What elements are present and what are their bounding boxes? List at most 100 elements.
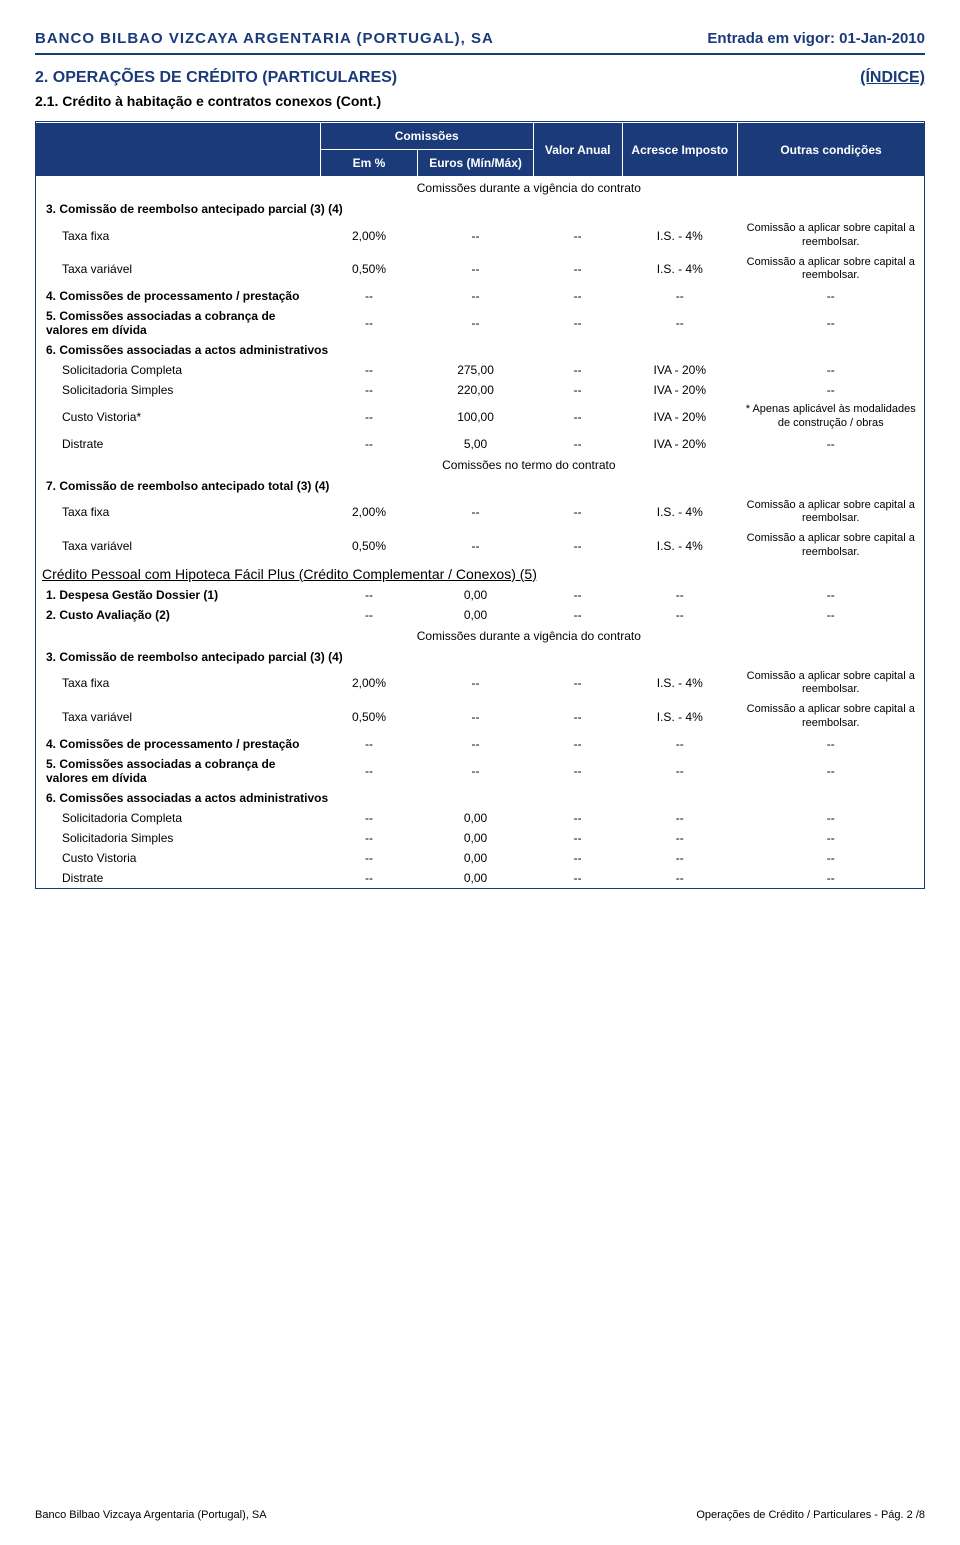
pricing-table: Comissões Valor Anual Acresce Imposto Ou… bbox=[35, 121, 925, 889]
cell: -- bbox=[320, 734, 418, 754]
span-vigencia: Comissões durante a vigência do contrato bbox=[320, 177, 737, 200]
cell: -- bbox=[418, 219, 533, 253]
cell: -- bbox=[320, 360, 418, 380]
cell: 220,00 bbox=[418, 380, 533, 400]
cell: -- bbox=[418, 700, 533, 734]
th-comissoes: Comissões bbox=[320, 123, 533, 150]
cell: -- bbox=[533, 360, 622, 380]
cell-cond: * Apenas aplicável às modalidades de con… bbox=[738, 400, 925, 434]
cell: -- bbox=[533, 306, 622, 340]
cell: I.S. - 4% bbox=[622, 529, 737, 563]
cell: 2,00% bbox=[320, 496, 418, 530]
cell: -- bbox=[320, 380, 418, 400]
th-euros: Euros (Mín/Máx) bbox=[418, 150, 533, 177]
row-custo-vist-b: Custo Vistoria bbox=[36, 848, 320, 868]
cell: -- bbox=[320, 808, 418, 828]
cell: -- bbox=[418, 286, 533, 306]
cell-cond: Comissão a aplicar sobre capital a reemb… bbox=[738, 700, 925, 734]
row-s2b: 2. Custo Avaliação (2) bbox=[36, 605, 320, 625]
cell: -- bbox=[738, 828, 925, 848]
cell: I.S. - 4% bbox=[622, 496, 737, 530]
company-name: BANCO BILBAO VIZCAYA ARGENTARIA (PORTUGA… bbox=[35, 30, 494, 47]
cell: 0,00 bbox=[418, 585, 533, 605]
page-footer: Banco Bilbao Vizcaya Argentaria (Portuga… bbox=[35, 1509, 925, 1521]
cell: -- bbox=[533, 286, 622, 306]
row-taxa-var-7: Taxa variável bbox=[36, 529, 320, 563]
cell: -- bbox=[738, 585, 925, 605]
cell: -- bbox=[622, 828, 737, 848]
cell: IVA - 20% bbox=[622, 380, 737, 400]
cell: -- bbox=[320, 400, 418, 434]
cell: -- bbox=[533, 808, 622, 828]
cell: -- bbox=[533, 754, 622, 788]
cell: 0,50% bbox=[320, 700, 418, 734]
cell: 100,00 bbox=[418, 400, 533, 434]
row-s1b: 1. Despesa Gestão Dossier (1) bbox=[36, 585, 320, 605]
row-s4: 4. Comissões de processamento / prestaçã… bbox=[36, 286, 320, 306]
cell: -- bbox=[738, 848, 925, 868]
cell: -- bbox=[533, 496, 622, 530]
cell: -- bbox=[418, 253, 533, 287]
row-s6: 6. Comissões associadas a actos administ… bbox=[36, 340, 924, 360]
cell: 5,00 bbox=[418, 434, 533, 454]
th-acresce: Acresce Imposto bbox=[622, 123, 737, 177]
th-em-pct: Em % bbox=[320, 150, 418, 177]
cell: -- bbox=[738, 808, 925, 828]
cell: -- bbox=[418, 667, 533, 701]
cell: 0,00 bbox=[418, 828, 533, 848]
cell-cond: Comissão a aplicar sobre capital a reemb… bbox=[738, 496, 925, 530]
effective-date: Entrada em vigor: 01-Jan-2010 bbox=[707, 30, 925, 47]
cell: -- bbox=[622, 306, 737, 340]
row-sol-comp: Solicitadoria Completa bbox=[36, 360, 320, 380]
row-sol-simp-b: Solicitadoria Simples bbox=[36, 828, 320, 848]
cell: -- bbox=[320, 848, 418, 868]
cell: -- bbox=[533, 219, 622, 253]
cell: -- bbox=[738, 380, 925, 400]
row-s7: 7. Comissão de reembolso antecipado tota… bbox=[36, 476, 924, 496]
cell: -- bbox=[622, 605, 737, 625]
cell: -- bbox=[320, 868, 418, 888]
footer-right: Operações de Crédito / Particulares - Pá… bbox=[696, 1509, 925, 1521]
cell: -- bbox=[418, 754, 533, 788]
cell: -- bbox=[533, 605, 622, 625]
cell-cond: Comissão a aplicar sobre capital a reemb… bbox=[738, 253, 925, 287]
cell: -- bbox=[622, 868, 737, 888]
span-termo: Comissões no termo do contrato bbox=[320, 454, 737, 476]
cell: -- bbox=[418, 529, 533, 563]
cell: -- bbox=[533, 667, 622, 701]
cell: -- bbox=[622, 286, 737, 306]
cell: -- bbox=[533, 400, 622, 434]
cell: -- bbox=[738, 605, 925, 625]
cell: 0,00 bbox=[418, 848, 533, 868]
row-taxa-fixa: Taxa fixa bbox=[36, 219, 320, 253]
th-outras: Outras condições bbox=[738, 123, 925, 177]
cell: -- bbox=[533, 868, 622, 888]
cell: 0,00 bbox=[418, 808, 533, 828]
footer-left: Banco Bilbao Vizcaya Argentaria (Portuga… bbox=[35, 1509, 267, 1521]
subsection-title: 2.1. Crédito à habitação e contratos con… bbox=[35, 93, 925, 109]
row-taxa-var: Taxa variável bbox=[36, 253, 320, 287]
index-link[interactable]: (ÍNDICE) bbox=[860, 69, 925, 87]
row-s5b: 5. Comissões associadas a cobrança de va… bbox=[36, 754, 320, 788]
cell: -- bbox=[320, 754, 418, 788]
cell: -- bbox=[320, 585, 418, 605]
cell: -- bbox=[738, 734, 925, 754]
cell: IVA - 20% bbox=[622, 400, 737, 434]
row-s3b: 3. Comissão de reembolso antecipado parc… bbox=[36, 647, 924, 667]
cell: -- bbox=[738, 306, 925, 340]
cell: I.S. - 4% bbox=[622, 700, 737, 734]
cell: I.S. - 4% bbox=[622, 219, 737, 253]
cell: IVA - 20% bbox=[622, 360, 737, 380]
row-s5: 5. Comissões associadas a cobrança de va… bbox=[36, 306, 320, 340]
cell: -- bbox=[738, 434, 925, 454]
cell: -- bbox=[738, 360, 925, 380]
cell: -- bbox=[622, 808, 737, 828]
cell: -- bbox=[320, 605, 418, 625]
cell: -- bbox=[738, 286, 925, 306]
page-header: BANCO BILBAO VIZCAYA ARGENTARIA (PORTUGA… bbox=[35, 30, 925, 55]
cell: -- bbox=[533, 848, 622, 868]
row-sol-comp-b: Solicitadoria Completa bbox=[36, 808, 320, 828]
cell: -- bbox=[533, 828, 622, 848]
row-s3: 3. Comissão de reembolso antecipado parc… bbox=[36, 199, 924, 219]
cell-cond: Comissão a aplicar sobre capital a reemb… bbox=[738, 667, 925, 701]
